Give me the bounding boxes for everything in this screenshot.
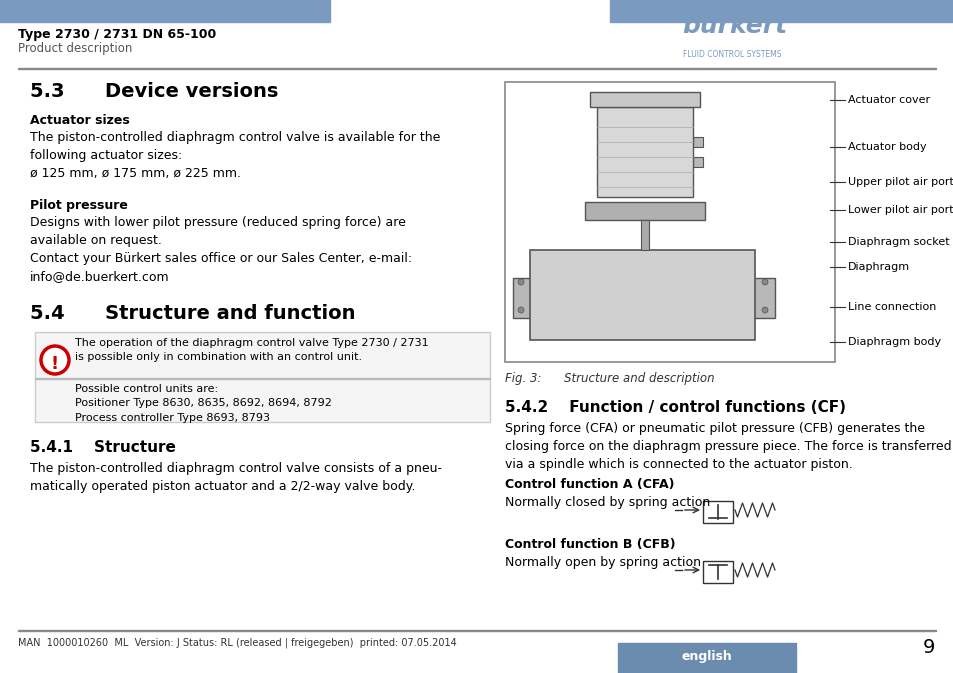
Circle shape [698,5,703,11]
Text: Upper pilot air port: Upper pilot air port [847,177,953,187]
Circle shape [41,346,69,374]
Text: Pilot pressure: Pilot pressure [30,199,128,212]
Circle shape [761,279,767,285]
Text: Possible control units are:
Positioner Type 8630, 8635, 8692, 8694, 8792
Process: Possible control units are: Positioner T… [75,384,332,423]
Bar [597,107,692,197]
Bar [618,643,795,673]
Text: Diaphragm socket: Diaphragm socket [847,237,948,247]
Bar [35,332,490,422]
Bar [504,82,834,362]
Text: Control function B (CFB): Control function B (CFB) [504,538,675,551]
Text: Fig. 3:      Structure and description: Fig. 3: Structure and description [504,372,714,385]
Text: 5.4.1    Structure: 5.4.1 Structure [30,440,175,455]
Text: Diaphragm body: Diaphragm body [847,337,941,347]
Text: Actuator cover: Actuator cover [847,95,929,105]
Bar [640,220,648,250]
Text: Normally closed by spring action: Normally closed by spring action [504,496,709,509]
Text: Type 2730 / 2731 DN 65-100: Type 2730 / 2731 DN 65-100 [18,28,216,41]
Text: Actuator sizes: Actuator sizes [30,114,130,127]
Text: 9: 9 [922,638,934,657]
Bar [589,92,700,107]
Text: ø 125 mm, ø 175 mm, ø 225 mm.: ø 125 mm, ø 175 mm, ø 225 mm. [30,167,241,180]
Text: FLUID CONTROL SYSTEMS: FLUID CONTROL SYSTEMS [682,50,781,59]
Bar [692,157,702,167]
Circle shape [689,5,696,11]
Text: The piston-controlled diaphragm control valve is available for the
following act: The piston-controlled diaphragm control … [30,131,440,162]
Bar [702,501,732,523]
Bar [692,137,702,147]
Text: 5.4      Structure and function: 5.4 Structure and function [30,304,355,323]
Text: Spring force (CFA) or pneumatic pilot pressure (CFB) generates the
closing force: Spring force (CFA) or pneumatic pilot pr… [504,422,951,471]
Bar [704,5,749,10]
Text: bürkert: bürkert [681,14,786,38]
Bar [530,250,754,340]
Bar [18,630,935,631]
Circle shape [761,307,767,313]
Text: !: ! [51,355,59,373]
Text: 5.4.2    Function / control functions (CF): 5.4.2 Function / control functions (CF) [504,400,845,415]
Bar [35,378,490,379]
Text: Actuator body: Actuator body [847,142,925,152]
Text: Product description: Product description [18,42,132,55]
Bar [18,68,935,69]
Text: Line connection: Line connection [847,302,936,312]
Text: 5.3      Device versions: 5.3 Device versions [30,82,278,101]
Text: Diaphragm: Diaphragm [847,262,909,272]
Bar [702,561,732,583]
Text: Contact your Bürkert sales office or our Sales Center, e-mail:
info@de.buerkert.: Contact your Bürkert sales office or our… [30,252,412,283]
Text: The piston-controlled diaphragm control valve consists of a pneu-
matically oper: The piston-controlled diaphragm control … [30,462,441,493]
Text: Lower pilot air port: Lower pilot air port [847,205,953,215]
Text: Normally open by spring action: Normally open by spring action [504,556,700,569]
Circle shape [681,5,687,11]
Text: Control function A (CFA): Control function A (CFA) [504,478,674,491]
Bar [752,278,774,318]
Text: Designs with lower pilot pressure (reduced spring force) are
available on reques: Designs with lower pilot pressure (reduc… [30,216,405,247]
Bar [513,278,535,318]
Text: The operation of the diaphragm control valve Type 2730 / 2731
is possible only i: The operation of the diaphragm control v… [75,338,428,362]
Circle shape [517,279,523,285]
Text: english: english [680,650,732,663]
Text: MAN  1000010260  ML  Version: J Status: RL (released | freigegeben)  printed: 07: MAN 1000010260 ML Version: J Status: RL … [18,638,456,649]
Bar [609,0,953,22]
Circle shape [517,307,523,313]
Bar [0,0,330,22]
Bar [584,202,704,220]
